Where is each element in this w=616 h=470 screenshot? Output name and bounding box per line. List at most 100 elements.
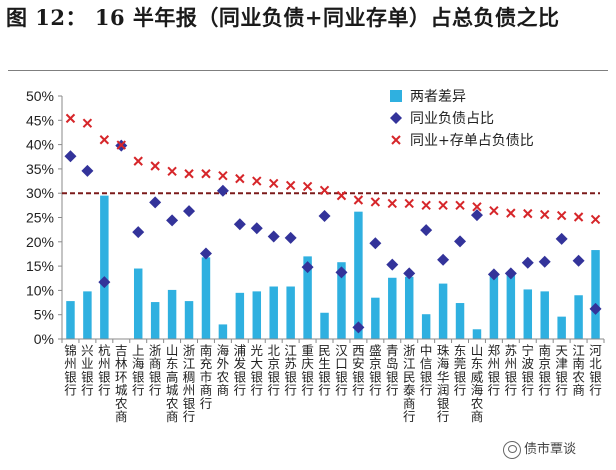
bar-series bbox=[66, 195, 600, 339]
diamond-marker bbox=[369, 237, 382, 250]
cross-stroke bbox=[573, 212, 584, 222]
cross-marker bbox=[387, 198, 397, 209]
cross-stroke bbox=[523, 208, 533, 219]
cross-stroke bbox=[590, 214, 601, 225]
cross-stroke bbox=[82, 118, 93, 128]
cross-marker bbox=[116, 140, 126, 150]
diamond-marker bbox=[183, 205, 196, 218]
cross-marker bbox=[489, 205, 499, 216]
x-tick-label: 汉口银行 bbox=[335, 343, 348, 398]
cross-stroke bbox=[99, 135, 110, 145]
cross-marker bbox=[319, 185, 330, 195]
cross-stroke bbox=[438, 200, 448, 211]
cross-stroke bbox=[370, 197, 381, 207]
cross-marker bbox=[235, 173, 245, 184]
diamond-marker bbox=[335, 266, 348, 279]
x-tick-label: 江南农商 bbox=[572, 343, 585, 398]
cross-stroke bbox=[302, 181, 313, 192]
bar bbox=[286, 286, 295, 339]
cross-stroke bbox=[421, 200, 431, 211]
cross-marker bbox=[556, 210, 567, 221]
bar bbox=[506, 273, 516, 339]
y-tick-label: 30% bbox=[26, 185, 54, 201]
cross-marker bbox=[455, 200, 465, 211]
cross-marker bbox=[218, 170, 228, 181]
cross-stroke bbox=[387, 198, 397, 209]
bar bbox=[388, 277, 397, 339]
cross-stroke bbox=[269, 178, 279, 189]
x-tick-label: 光大银行 bbox=[251, 343, 264, 398]
x-tick-label: 锦州银行 bbox=[64, 343, 77, 398]
bar bbox=[421, 314, 431, 339]
cross-marker bbox=[336, 190, 347, 201]
x-tick-label: 吉林环城农商 bbox=[115, 343, 128, 424]
x-tick-label: 天津银行 bbox=[555, 343, 568, 398]
cross-marker bbox=[167, 166, 177, 177]
diamond-marker bbox=[521, 256, 534, 269]
bar bbox=[201, 257, 211, 339]
watermark: 债市覃谈 bbox=[503, 438, 576, 459]
diamond-marker bbox=[64, 150, 77, 163]
bar bbox=[523, 289, 533, 339]
x-tick-label: 郑州银行 bbox=[488, 343, 501, 398]
cross-marker bbox=[184, 169, 194, 179]
diamond-marker bbox=[250, 222, 263, 235]
bar bbox=[489, 276, 499, 339]
bar bbox=[150, 302, 160, 339]
cross-stroke bbox=[319, 185, 330, 195]
cross-marker bbox=[370, 197, 381, 207]
cross-stroke bbox=[455, 200, 465, 211]
y-axis: 0% 5% 10% 15% 20% 25% 30% 35% 40% 45% 50% bbox=[26, 88, 63, 347]
legend-label: 同业+存单占负债比 bbox=[410, 133, 534, 149]
diamond-marker bbox=[589, 302, 602, 315]
diamond-marker bbox=[352, 321, 365, 334]
cross-marker bbox=[150, 161, 160, 171]
cross-stroke bbox=[235, 173, 245, 184]
bar bbox=[354, 211, 363, 339]
diamond-marker bbox=[81, 164, 94, 177]
diamond-marker bbox=[454, 235, 467, 248]
cross-marker bbox=[421, 200, 431, 211]
legend-label: 两者差异 bbox=[410, 89, 466, 105]
cross-stroke bbox=[336, 190, 347, 201]
x-tick-label: 海外农商 bbox=[217, 343, 230, 398]
bar bbox=[540, 291, 549, 339]
cross-stroke bbox=[133, 156, 143, 166]
x-tick-label: 南充市商行 bbox=[200, 343, 213, 411]
diamond-marker bbox=[318, 210, 331, 223]
cross-marker bbox=[302, 181, 313, 192]
bar bbox=[83, 291, 92, 339]
x-tick-label: 重庆银行 bbox=[301, 343, 314, 398]
diamond-marker bbox=[538, 255, 551, 268]
x-tick-label: 山东高城农商 bbox=[166, 343, 179, 424]
x-tick-label: 浙江稠州银行 bbox=[183, 343, 196, 424]
cross-stroke bbox=[556, 210, 567, 221]
bar bbox=[472, 329, 482, 339]
bar bbox=[455, 303, 465, 339]
diamond-marker bbox=[555, 232, 568, 245]
x-axis: 锦州银行兴业银行杭州银行吉林环城农商上海银行浙商银行山东高城农商浙江稠州银行南充… bbox=[61, 338, 605, 424]
cross-stroke bbox=[472, 202, 482, 212]
cross-marker bbox=[506, 208, 516, 218]
y-tick-label: 40% bbox=[26, 137, 54, 153]
bar bbox=[337, 262, 346, 339]
cross-marker bbox=[404, 198, 414, 209]
x-tick-label: 民生银行 bbox=[318, 343, 331, 398]
bar bbox=[184, 301, 194, 339]
title-divider bbox=[8, 70, 608, 71]
cross-stroke bbox=[201, 169, 211, 179]
diamond-marker bbox=[504, 267, 517, 280]
y-tick-label: 20% bbox=[26, 234, 54, 250]
x-tick-label: 苏州银行 bbox=[505, 343, 518, 398]
bar bbox=[66, 301, 75, 339]
x-tick-label: 南京银行 bbox=[538, 343, 551, 398]
bar bbox=[574, 295, 583, 339]
bar bbox=[438, 283, 448, 339]
cross-stroke bbox=[116, 140, 126, 150]
diamond-marker bbox=[132, 226, 145, 239]
x-tick-label: 浙江民泰商行 bbox=[403, 343, 416, 424]
y-tick-label: 10% bbox=[26, 282, 54, 298]
diamond-marker bbox=[470, 209, 483, 222]
cross-stroke bbox=[218, 170, 228, 181]
